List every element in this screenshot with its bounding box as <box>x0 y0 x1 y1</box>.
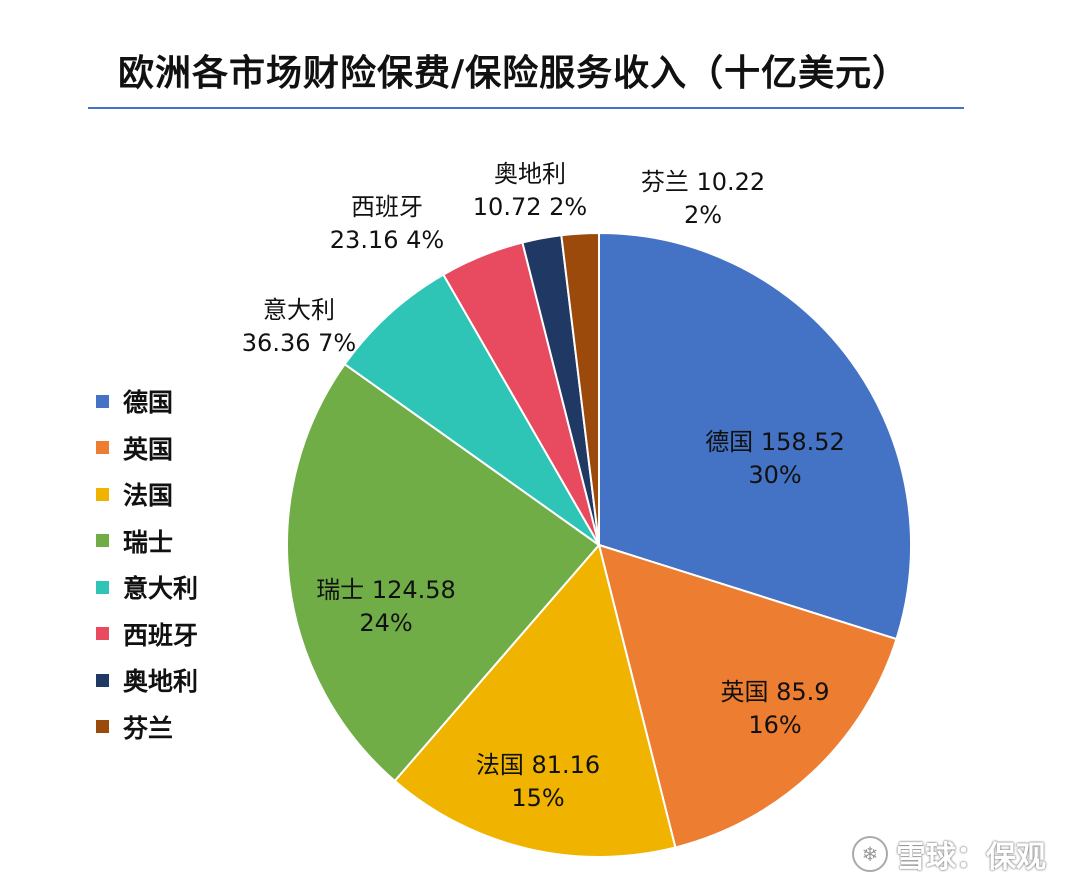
legend-swatch-7 <box>96 720 109 734</box>
slice-label-line2-0: 30% <box>748 461 801 489</box>
slice-label-7: 芬兰 10.22 2% <box>641 168 765 229</box>
slice-label-line2-2: 15% <box>511 784 564 812</box>
slice-label-line2-4: 36.36 7% <box>242 329 356 357</box>
chart-title: 欧洲各市场财险保费/保险服务收入（十亿美元） <box>118 53 910 94</box>
slice-label-0: 德国 158.52 30% <box>705 428 845 489</box>
slice-label-3: 瑞士 124.58 24% <box>316 576 456 637</box>
legend-label-7: 芬兰 <box>123 713 174 743</box>
legend-label-2: 法国 <box>123 481 174 511</box>
legend-swatch-3 <box>96 534 109 548</box>
legend-label-6: 奥地利 <box>123 667 199 697</box>
slice-label-line2-5: 23.16 4% <box>330 226 444 254</box>
pie-slice-3 <box>286 362 601 783</box>
legend-swatch-4 <box>96 580 109 594</box>
slice-label-4: 意大利 36.36 7% <box>242 296 356 357</box>
pie-slice-1 <box>597 543 898 849</box>
legend-item-4: 意大利 <box>96 564 198 611</box>
legend-swatch-0 <box>96 394 109 408</box>
legend-item-7: 芬兰 <box>96 704 198 751</box>
watermark-text: 雪球：保观 <box>896 840 1046 875</box>
legend-label-4: 意大利 <box>123 574 199 604</box>
legend-item-3: 瑞士 <box>96 518 198 565</box>
legend-label-0: 德国 <box>123 388 174 418</box>
pie-slice-4 <box>343 273 600 546</box>
legend-swatch-6 <box>96 673 109 687</box>
slice-label-line1-5: 西班牙 <box>351 193 423 221</box>
slice-label-line2-1: 16% <box>748 711 801 739</box>
watermark: ❄ 雪球：保观 <box>852 832 1046 876</box>
legend-item-6: 奥地利 <box>96 657 198 704</box>
slice-label-line1-2: 法国 81.16 <box>476 751 600 779</box>
legend-label-5: 西班牙 <box>123 620 199 650</box>
legend-item-0: 德国 <box>96 378 198 425</box>
slice-label-line1-4: 意大利 <box>263 296 335 324</box>
slice-label-line1-0: 德国 158.52 <box>705 428 845 456</box>
slice-label-line2-6: 10.72 2% <box>473 193 587 221</box>
snowball-icon: ❄ <box>852 836 888 872</box>
slice-label-line2-7: 2% <box>684 201 722 229</box>
legend-swatch-2 <box>96 487 109 501</box>
pie-slice-7 <box>560 231 600 546</box>
slice-label-line1-1: 英国 85.9 <box>720 678 829 706</box>
legend-item-1: 英国 <box>96 425 198 472</box>
legend-item-2: 法国 <box>96 471 198 518</box>
title-underline <box>88 107 964 109</box>
legend-swatch-5 <box>96 627 109 641</box>
slice-label-line1-6: 奥地利 <box>494 160 566 188</box>
slice-label-line1-7: 芬兰 10.22 <box>641 168 765 196</box>
legend-label-3: 瑞士 <box>123 527 174 557</box>
slice-label-line2-3: 24% <box>359 609 412 637</box>
legend: 德国英国法国瑞士意大利西班牙奥地利芬兰 <box>96 378 198 750</box>
slice-label-5: 西班牙 23.16 4% <box>330 193 444 254</box>
slice-label-line1-3: 瑞士 124.58 <box>316 576 456 604</box>
pie-slice-2 <box>393 542 677 858</box>
slice-label-2: 法国 81.16 15% <box>476 751 600 812</box>
legend-swatch-1 <box>96 441 109 455</box>
slice-label-6: 奥地利 10.72 2% <box>473 160 587 221</box>
pie-slice-0 <box>598 231 912 641</box>
slice-label-1: 英国 85.9 16% <box>720 678 829 739</box>
legend-label-1: 英国 <box>123 434 174 464</box>
legend-item-5: 西班牙 <box>96 611 198 658</box>
